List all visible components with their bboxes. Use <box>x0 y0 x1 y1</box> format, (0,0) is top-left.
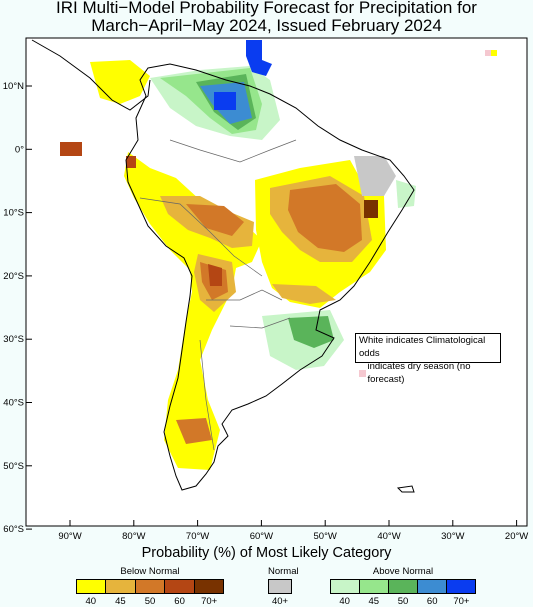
above-normal-legend: Above Normal 40 45 50 60 70+ <box>330 566 476 607</box>
country-borders <box>139 139 297 451</box>
below-60-galapagos <box>60 142 82 156</box>
below-tick-3: 60 <box>174 596 185 607</box>
lon-label: 70°W <box>186 531 209 542</box>
above-70-caribbean <box>246 40 272 76</box>
colorbar-title: Probability (%) of Most Likely Category <box>141 545 392 561</box>
lat-label: 50°S <box>3 461 24 472</box>
central-america-coastline <box>31 39 151 111</box>
above-normal-swatches <box>330 579 476 594</box>
lat-label: 60°S <box>3 524 24 535</box>
dry-season-cell <box>485 50 491 56</box>
forecast-regions <box>60 40 497 470</box>
lat-label: 40°S <box>3 398 24 409</box>
above-swatch-2 <box>389 580 418 593</box>
lat-label: 0° <box>15 144 24 155</box>
above-swatch-4 <box>447 580 475 593</box>
dry-season-swatch <box>359 369 366 377</box>
lon-label: 60°W <box>250 531 273 542</box>
above-70-venezuela <box>214 92 236 110</box>
legend-note-box: White indicates Climatological odds indi… <box>355 333 501 385</box>
lat-label: 30°S <box>3 334 24 345</box>
normal-label: Normal <box>268 566 299 577</box>
below-45-south-brazil <box>272 284 336 304</box>
south-america-coastline <box>125 63 415 491</box>
below-70-northeast <box>364 200 378 218</box>
normal-northeast <box>354 156 396 196</box>
normal-swatch-0 <box>269 580 291 593</box>
below-swatch-2 <box>135 580 166 593</box>
below-60-ecuador <box>126 156 136 168</box>
below-tick-1: 45 <box>115 596 126 607</box>
lat-label: 10°S <box>3 208 24 219</box>
dry-season-note: indicates dry season (no forecast) <box>356 360 500 386</box>
lon-label: 50°W <box>314 531 337 542</box>
normal-ticks: 40+ <box>268 596 292 607</box>
lat-label: 10°N <box>3 81 24 92</box>
above-swatch-1 <box>360 580 389 593</box>
below-normal-legend: Below Normal 40 45 50 60 70+ <box>76 566 224 607</box>
below-tick-4: 70+ <box>201 596 218 607</box>
above-swatch-0 <box>331 580 360 593</box>
above-normal-ticks: 40 45 50 60 70+ <box>330 596 476 607</box>
below-50-amazon <box>186 204 244 236</box>
below-normal-label: Below Normal <box>120 566 180 577</box>
below-swatch-1 <box>106 580 136 593</box>
above-50-uruguay <box>288 316 334 348</box>
lon-label: 20°W <box>505 531 528 542</box>
lat-label: 20°S <box>3 271 24 282</box>
below-tick-2: 50 <box>144 596 156 607</box>
above-tick-0: 40 <box>339 596 350 607</box>
map-title-line-2: March−April−May 2024, Issued February 20… <box>91 16 442 35</box>
above-tick-2: 50 <box>397 596 409 607</box>
latitude-axis: 10°N 0° 10°S 20°S 30°S 40°S 50°S 60°S <box>3 81 32 535</box>
map-title-line-1: IRI Multi−Model Probability Forecast for… <box>56 0 477 17</box>
normal-tick-0: 40+ <box>271 596 289 607</box>
above-swatch-3 <box>418 580 447 593</box>
lon-label: 40°W <box>377 531 400 542</box>
lon-label: 30°W <box>441 531 464 542</box>
below-swatch-0 <box>77 580 107 593</box>
below-60-andes <box>208 264 222 286</box>
above-tick-4: 70+ <box>453 596 470 607</box>
below-normal-ticks: 40 45 50 60 70+ <box>76 596 224 607</box>
above-tick-1: 45 <box>368 596 380 607</box>
below-swatch-4 <box>194 580 224 593</box>
below-40-cell <box>491 50 497 56</box>
normal-legend: Normal 40+ <box>268 566 299 607</box>
dry-season-label: indicates dry season (no forecast) <box>367 361 471 385</box>
normal-swatches <box>268 579 292 594</box>
falklands-coastline <box>396 485 415 493</box>
longitude-axis: 90°W 80°W 70°W 60°W 50°W 40°W 30°W 20°W <box>58 520 528 542</box>
below-50-patagonia <box>176 418 212 444</box>
above-40-east-brazil <box>396 180 416 208</box>
above-tick-3: 60 <box>426 596 438 607</box>
below-50-brazil <box>288 184 362 252</box>
climatological-odds-note: White indicates Climatological odds <box>359 335 486 359</box>
below-swatch-3 <box>165 580 195 593</box>
lon-label: 90°W <box>58 531 81 542</box>
above-normal-label: Above Normal <box>372 566 434 577</box>
below-normal-swatches <box>76 579 224 594</box>
lon-label: 80°W <box>122 531 145 542</box>
below-tick-0: 40 <box>85 596 97 607</box>
